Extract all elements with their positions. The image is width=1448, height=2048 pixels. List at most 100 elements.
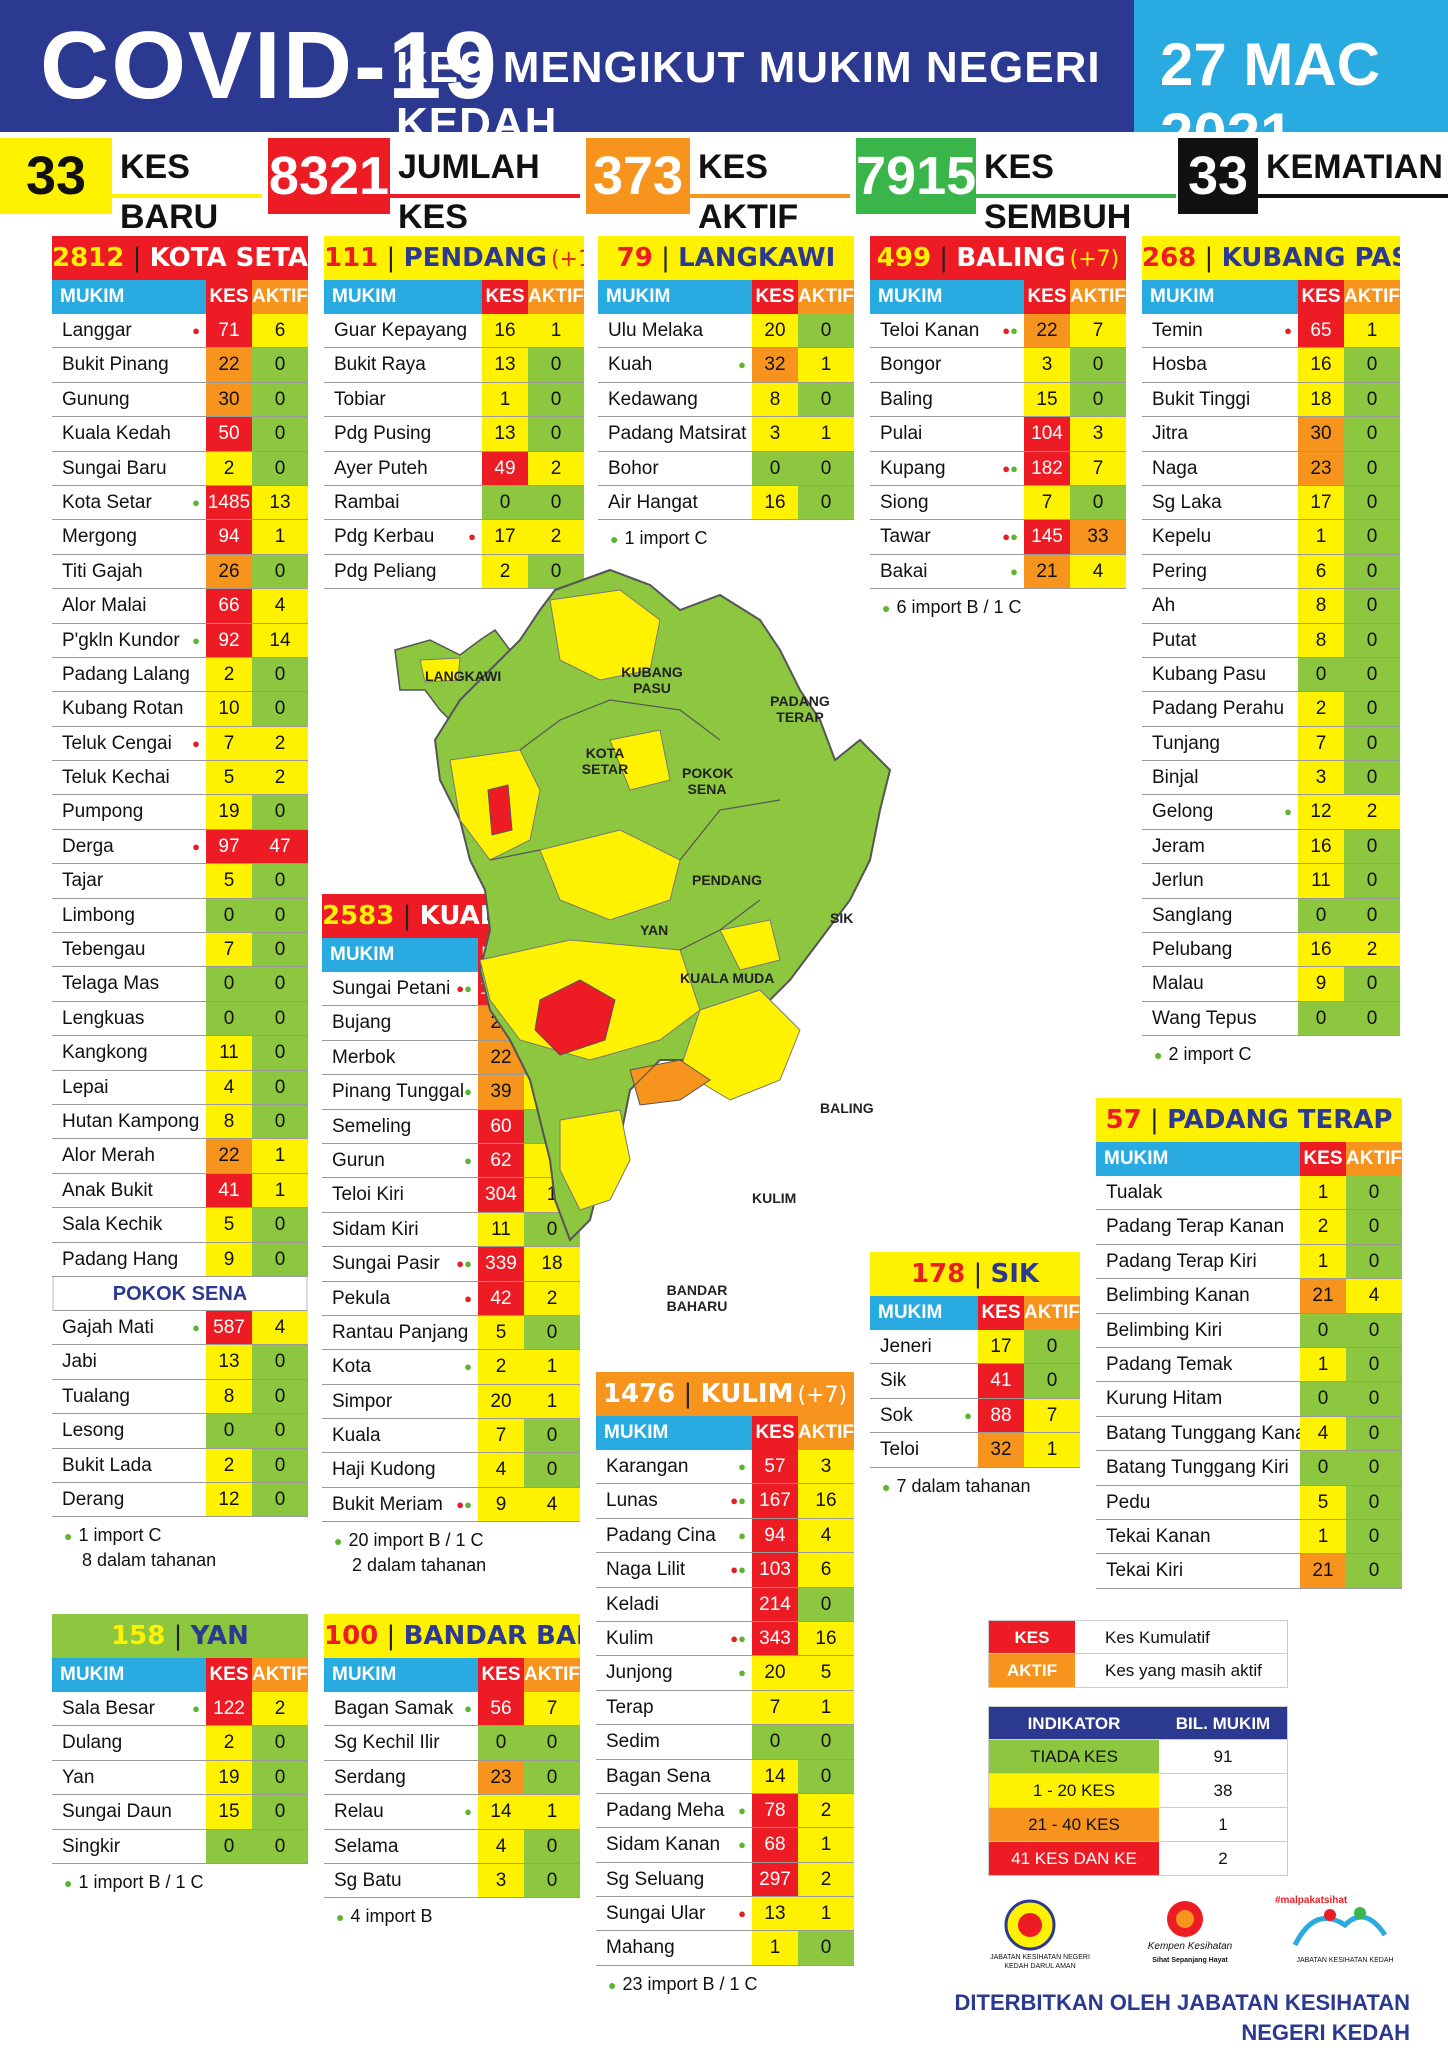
- kes-value: 103: [752, 1553, 798, 1587]
- table-row: Jeneri 17 0: [870, 1330, 1080, 1365]
- mukim-name-text: Bukit Lada: [62, 1454, 152, 1476]
- district-total: 57: [1105, 1105, 1142, 1135]
- mukim-name-text: Kulim: [606, 1627, 654, 1649]
- mukim-name: Tobiar: [324, 382, 482, 417]
- summary-value-2: 373: [586, 138, 690, 214]
- aktif-value: 2: [528, 520, 584, 554]
- green-dot-icon: ●: [464, 1084, 472, 1100]
- aktif-value: 0: [1344, 382, 1400, 417]
- green-bullet-icon: ●: [882, 600, 891, 617]
- green-dot-icon: ●: [738, 1527, 746, 1543]
- case-marker-icons: ●●: [1002, 314, 1018, 347]
- note-text: 7 dalam tahanan: [896, 1475, 1031, 1496]
- mukim-name-text: Naga: [1152, 457, 1198, 479]
- case-marker-icons: ●: [1284, 314, 1292, 347]
- kes-value: 6: [1298, 554, 1344, 589]
- kes-value: 30: [1298, 417, 1344, 451]
- mukim-name: Bagan Sena: [596, 1759, 752, 1793]
- mukim-name-text: Tajar: [62, 870, 104, 892]
- mukim-name-text: Sidam Kiri: [332, 1218, 419, 1240]
- column-aktif: AKTIF: [524, 1658, 580, 1692]
- panel-note: ● 7 dalam tahanan: [870, 1474, 1080, 1499]
- column-aktif: AKTIF: [252, 1658, 308, 1692]
- table-row: Binjal 3 0: [1142, 761, 1400, 796]
- mukim-name: Merbok: [322, 1040, 478, 1075]
- mukim-name: Sg Seluang: [596, 1862, 752, 1897]
- table-row: Sala Besar ● 122 2: [52, 1692, 308, 1727]
- kes-value: 8: [206, 1379, 252, 1414]
- kes-value: 16: [1298, 933, 1344, 967]
- mukim-name-text: Belimbing Kiri: [1106, 1319, 1223, 1341]
- table-row: Jitra 30 0: [1142, 417, 1400, 452]
- mukim-name-text: Teloi Kanan: [880, 320, 980, 341]
- district-total: 499: [876, 243, 932, 273]
- kes-value: 2: [206, 1726, 252, 1760]
- aktif-value: 0: [524, 1829, 580, 1863]
- note-text: 2 import C: [1168, 1044, 1252, 1065]
- map-label-kota-setar: KOTA SETAR: [581, 745, 629, 777]
- aktif-value: 0: [1024, 1364, 1080, 1398]
- kes-value: 94: [752, 1518, 798, 1553]
- column-mukim: MUKIM: [870, 280, 1024, 314]
- district-total: 178: [910, 1259, 966, 1289]
- kes-value: 297: [752, 1862, 798, 1897]
- kes-value: 5: [206, 1208, 252, 1242]
- case-marker-icons: ●: [964, 1399, 972, 1432]
- district-name: PADANG TERAP: [1167, 1105, 1393, 1135]
- panel-padang-terap: 57 | PADANG TERAP MUKIM KES AKTIF Tualak 1 0 Pa…: [1096, 1098, 1402, 1589]
- aktif-value: 0: [252, 451, 308, 485]
- header-subtitle: KES MENGIKUT MUKIM NEGERI KEDAH: [396, 43, 1101, 148]
- table-row: Kuala Kedah 50 0: [52, 417, 308, 452]
- title-separator: |: [124, 243, 150, 273]
- case-marker-icons: ●: [738, 348, 746, 381]
- table-row: Ayer Puteh 49 2: [324, 451, 584, 486]
- title-separator: |: [378, 243, 404, 273]
- kes-value: 2: [482, 554, 528, 589]
- mukim-name-text: Jabi: [62, 1351, 97, 1373]
- panel-note: 2 dalam tahanan: [322, 1553, 580, 1577]
- mukim-name: Temin ●: [1142, 314, 1298, 348]
- table-row: Tobiar 1 0: [324, 382, 584, 418]
- panel-title: 178 | SIK: [870, 1252, 1080, 1296]
- aktif-value: 0: [1070, 382, 1126, 417]
- mukim-name-text: Teluk Kechai: [62, 767, 170, 789]
- table-row: Gunung 30 0: [52, 382, 308, 418]
- kes-value: 2: [206, 1448, 252, 1482]
- mukim-name-text: Lengkuas: [62, 1007, 145, 1029]
- mukim-name: Sidam Kiri: [322, 1212, 478, 1247]
- mukim-name-text: Alor Malai: [62, 595, 147, 617]
- mukim-name-text: Kupang: [880, 457, 946, 479]
- mukim-name: Tualak: [1096, 1176, 1300, 1210]
- mukim-name-text: Kedawang: [608, 388, 698, 410]
- kes-value: 0: [1300, 1313, 1346, 1347]
- mukim-name: Terap: [596, 1690, 752, 1725]
- mukim-name-text: Kepelu: [1152, 526, 1212, 548]
- table-row: Sala Kechik 5 0: [52, 1208, 308, 1243]
- table-row: Teluk Cengai ● 7 2: [52, 726, 308, 762]
- aktif-value: 1: [798, 1828, 854, 1862]
- mukim-name-text: Titi Gajah: [62, 560, 143, 582]
- table-row: Kuala 7 0: [322, 1419, 580, 1454]
- district-name: KUBANG PASU: [1221, 243, 1400, 273]
- aktif-value: 0: [1346, 1176, 1402, 1210]
- legend-value: Kes yang masih aktif: [1075, 1654, 1287, 1687]
- kes-value: 4: [478, 1829, 524, 1863]
- kes-value: 9: [478, 1487, 524, 1522]
- kes-value: 92: [206, 623, 252, 657]
- kes-value: 4: [478, 1453, 524, 1487]
- table-row: Anak Bukit 41 1: [52, 1173, 308, 1209]
- mukim-name: Singkir: [52, 1829, 206, 1863]
- mukim-name-text: Ulu Melaka: [608, 320, 704, 341]
- mukim-name-text: Kuala: [332, 1425, 381, 1447]
- map-region-kulim: [559, 1109, 631, 1211]
- mukim-name: Gelong ●: [1142, 795, 1298, 829]
- summary-label-3: KES SEMBUH: [976, 142, 1176, 236]
- aktif-value: 0: [798, 451, 854, 485]
- kes-value: 0: [752, 451, 798, 485]
- indikator-row: 21 - 40 KES 1: [988, 1808, 1288, 1842]
- district-total: 268: [1142, 243, 1197, 273]
- kes-value: 71: [206, 314, 252, 348]
- panel-note: ● 1 import C: [598, 526, 854, 551]
